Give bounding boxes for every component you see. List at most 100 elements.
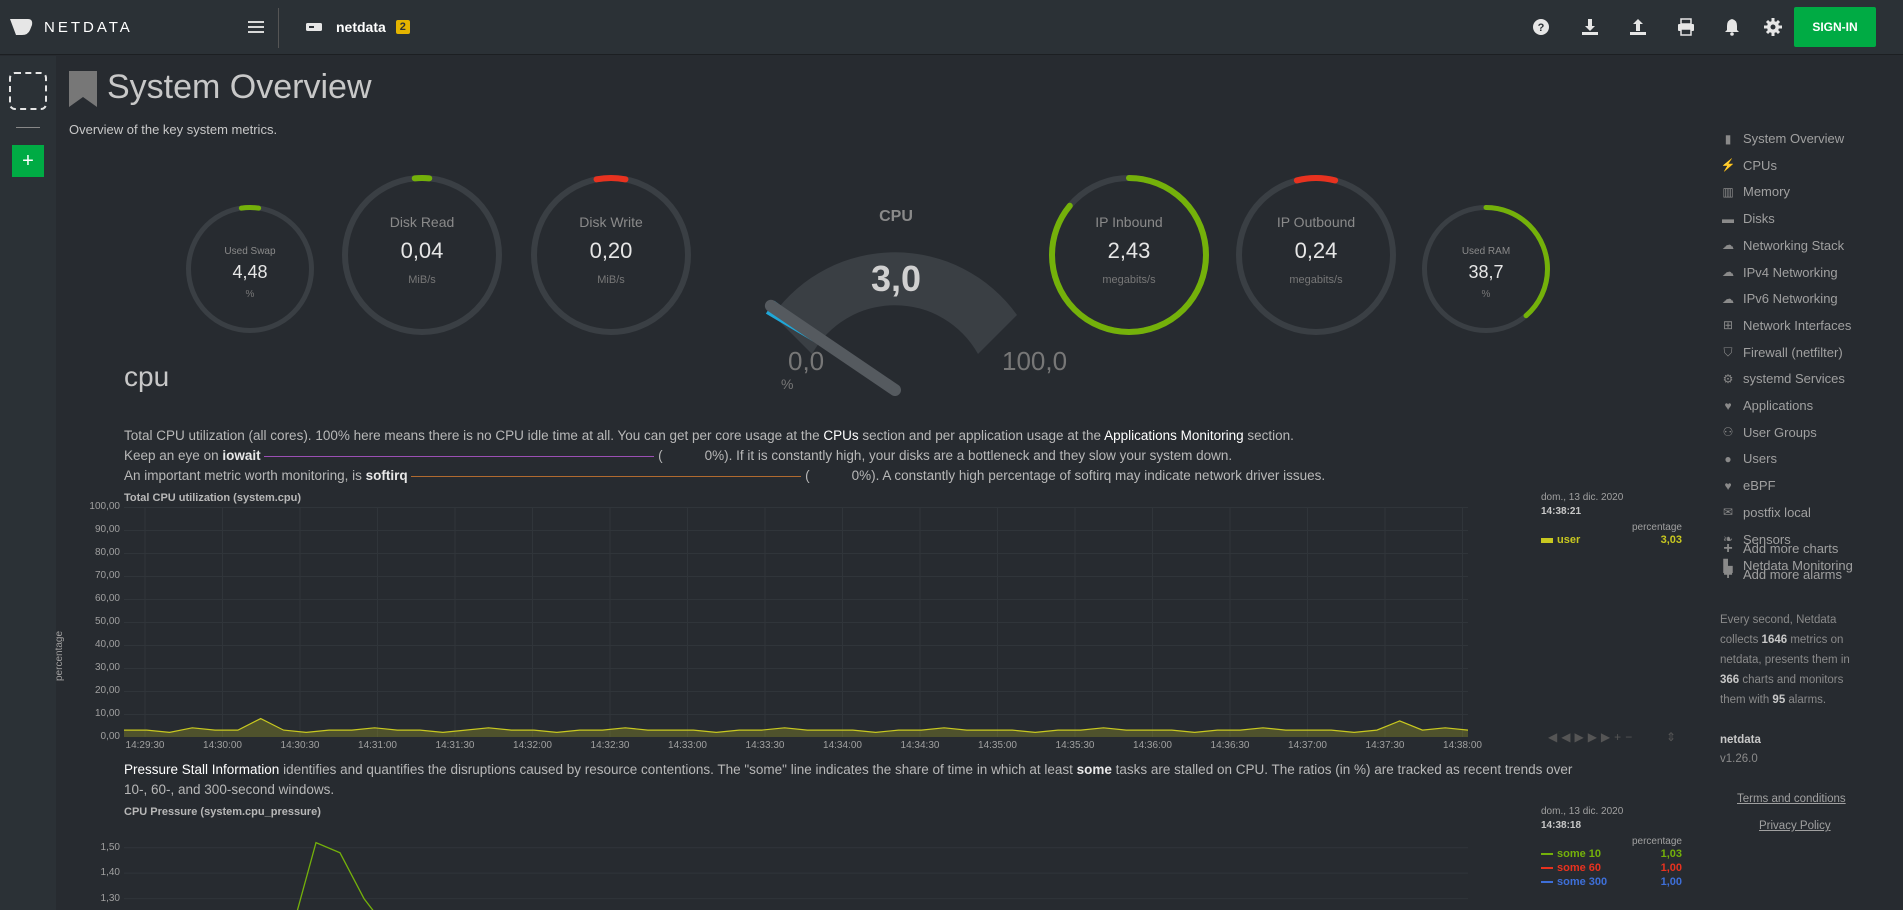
users-icon: ⚇ bbox=[1722, 425, 1734, 440]
gauge-arc bbox=[1422, 205, 1550, 333]
zoom-in-icon[interactable]: + bbox=[1614, 730, 1626, 744]
nav-item-0[interactable]: ▮ System Overview bbox=[1720, 131, 1844, 146]
cpu-gauge-value: 3,0 bbox=[870, 258, 922, 299]
cpu-gauge-max: 100,0 bbox=[1002, 346, 1068, 376]
upload-icon[interactable] bbox=[1629, 18, 1647, 36]
netdata-logo-icon bbox=[10, 19, 33, 35]
help-icon[interactable]: ? bbox=[1532, 18, 1550, 36]
nav-item-3[interactable]: ▬ Disks bbox=[1720, 211, 1775, 226]
nav-item-14[interactable]: ✉ postfix local bbox=[1720, 505, 1811, 520]
y-tick-label: 1,40 bbox=[100, 867, 120, 879]
resize-handle-icon[interactable]: ⇕ bbox=[1666, 730, 1677, 744]
cpu-chart-units: percentage bbox=[1631, 522, 1682, 533]
pressure-legend-item[interactable]: some 60 1,00 bbox=[1541, 862, 1682, 874]
legend-name: some 60 bbox=[1557, 862, 1602, 874]
disk-write-gauge[interactable]: Disk Write 0,20 MiB/s bbox=[530, 174, 692, 336]
add-more-charts-link[interactable]: + Add more charts bbox=[1720, 539, 1839, 557]
space-selector[interactable] bbox=[9, 72, 47, 110]
netdata-info-text: Every second, Netdata collects 1646 metr… bbox=[1720, 610, 1860, 710]
gear-icon[interactable] bbox=[1764, 18, 1782, 36]
pan-left-icon[interactable]: ◀◀ bbox=[1548, 730, 1575, 744]
terms-link[interactable]: Terms and conditions bbox=[1737, 793, 1846, 805]
nav-item-2[interactable]: ▥ Memory bbox=[1720, 184, 1790, 199]
pan-right-icon[interactable]: ▶▶ bbox=[1587, 730, 1615, 744]
privacy-link[interactable]: Privacy Policy bbox=[1759, 820, 1831, 832]
nav-item-4[interactable]: ☁ Networking Stack bbox=[1720, 238, 1844, 253]
used-swap-gauge[interactable]: Used Swap 4,48 % bbox=[185, 204, 315, 334]
ip-outbound-gauge[interactable]: IP Outbound 0,24 megabits/s bbox=[1235, 174, 1397, 336]
nav-host-name: netdata bbox=[1720, 734, 1761, 746]
envelope-icon: ✉ bbox=[1722, 505, 1734, 520]
zoom-out-icon[interactable]: − bbox=[1625, 730, 1637, 744]
pressure-chart-units: percentage bbox=[1631, 836, 1682, 847]
svg-text:?: ? bbox=[1538, 22, 1545, 34]
cpu-chart-plot[interactable] bbox=[124, 507, 1468, 737]
series-line-0 bbox=[296, 841, 374, 910]
nav-label: Add more charts bbox=[1743, 541, 1839, 556]
y-tick-label: 80,00 bbox=[94, 547, 120, 558]
nav-item-8[interactable]: ⛉ Firewall (netfilter) bbox=[1720, 345, 1842, 360]
pressure-legend-item[interactable]: some 10 1,03 bbox=[1541, 848, 1682, 860]
download-icon[interactable] bbox=[1581, 18, 1599, 36]
chart-toolbox[interactable]: ◀◀▶▶▶+− bbox=[1548, 730, 1636, 744]
play-icon[interactable]: ▶ bbox=[1574, 730, 1588, 744]
cpu-chart-date: dom., 13 dic. 2020 bbox=[1541, 492, 1624, 503]
gauge-label: Used RAM bbox=[1461, 246, 1511, 257]
plus-icon: + bbox=[1723, 539, 1733, 557]
dashboard-main: System Overview Overview of the key syst… bbox=[54, 56, 1706, 910]
nav-item-6[interactable]: ☁ IPv6 Networking bbox=[1720, 291, 1838, 306]
pressure-chart-plot[interactable] bbox=[124, 821, 1468, 910]
bar-chart-icon: ▙ bbox=[1723, 558, 1733, 573]
cpu-legend-user[interactable]: user bbox=[1541, 534, 1580, 546]
nav-item-10[interactable]: ♥ Applications bbox=[1720, 398, 1813, 413]
hamburger-menu-icon[interactable] bbox=[248, 18, 264, 36]
x-tick-label: 14:38:00 bbox=[1443, 740, 1482, 751]
gauge-value: 38,7 bbox=[1468, 262, 1504, 282]
cloud-icon: ☁ bbox=[1722, 291, 1734, 306]
host-selector[interactable]: netdata 2 bbox=[306, 19, 410, 35]
nav-item-11[interactable]: ⚇ User Groups bbox=[1720, 425, 1817, 440]
applications-monitoring-link[interactable]: Applications Monitoring bbox=[1104, 428, 1244, 443]
info-text: alarms. bbox=[1785, 694, 1827, 706]
desc-text: identifies and quantifies the disruption… bbox=[279, 762, 1077, 777]
nav-item-13[interactable]: ♥ eBPF bbox=[1720, 478, 1775, 493]
pressure-chart-title: CPU Pressure (system.cpu_pressure) bbox=[124, 806, 321, 818]
desc-text: tasks are stalled on CPU. The ratios (in… bbox=[1111, 762, 1573, 777]
x-tick-label: 14:31:30 bbox=[435, 740, 475, 751]
nav-item-5[interactable]: ☁ IPv4 Networking bbox=[1720, 265, 1838, 280]
nav-item-1[interactable]: ⚡ CPUs bbox=[1720, 158, 1777, 173]
ip-inbound-gauge[interactable]: IP Inbound 2,43 megabits/s bbox=[1048, 174, 1210, 336]
nav-label: Applications bbox=[1743, 398, 1814, 413]
nav-item-15[interactable]: ❧ Sensors bbox=[1720, 532, 1791, 547]
cpu-gauge[interactable]: CPU 3,0 0,0 100,0 % bbox=[716, 156, 1076, 396]
gauge-ring bbox=[1049, 175, 1209, 335]
gauge-value: 2,43 bbox=[1107, 238, 1151, 263]
y-tick-label: 60,00 bbox=[94, 593, 120, 604]
netdata-logo[interactable]: NETDATA bbox=[8, 17, 133, 37]
gauge-label: Disk Read bbox=[389, 214, 455, 230]
gauge-ring bbox=[531, 175, 691, 335]
add-space-button[interactable]: + bbox=[12, 145, 44, 177]
hdd-icon: ▬ bbox=[1722, 211, 1734, 226]
sign-in-button[interactable]: SIGN-IN bbox=[1794, 7, 1876, 47]
x-tick-label: 14:33:00 bbox=[668, 740, 707, 751]
nav-item-16[interactable]: ▙ Netdata Monitoring bbox=[1720, 558, 1852, 573]
gauge-label: Disk Write bbox=[579, 214, 643, 230]
bell-icon[interactable] bbox=[1723, 18, 1741, 36]
gauge-value: 0,04 bbox=[400, 238, 444, 263]
used-ram-gauge[interactable]: Used RAM 38,7 % bbox=[1421, 204, 1551, 334]
cpus-link[interactable]: CPUs bbox=[823, 428, 859, 443]
nav-item-7[interactable]: ⊞ Network Interfaces bbox=[1720, 318, 1851, 333]
psi-link[interactable]: Pressure Stall Information bbox=[124, 762, 280, 777]
cpu-description-line-1: Total CPU utilization (all cores). 100% … bbox=[124, 428, 1294, 443]
pressure-chart-time: 14:38:18 bbox=[1541, 820, 1582, 831]
gauge-ring bbox=[186, 205, 314, 333]
add-more-alarms-link[interactable]: + Add more alarms bbox=[1720, 566, 1842, 582]
gauge-unit: % bbox=[1481, 289, 1491, 300]
sitemap-icon: ⊞ bbox=[1722, 318, 1734, 333]
pressure-legend-item[interactable]: some 300 1,00 bbox=[1541, 876, 1682, 888]
print-icon[interactable] bbox=[1677, 18, 1695, 36]
nav-item-9[interactable]: ⚙ systemd Services bbox=[1720, 371, 1845, 386]
nav-item-12[interactable]: ● Users bbox=[1720, 451, 1777, 466]
disk-read-gauge[interactable]: Disk Read 0,04 MiB/s bbox=[341, 174, 503, 336]
